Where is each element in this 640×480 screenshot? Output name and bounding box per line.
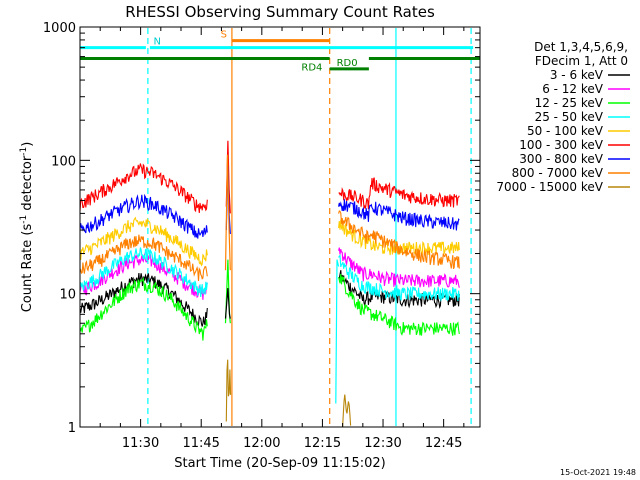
legend-label-9: 7000 - 15000 keV: [496, 180, 603, 194]
x-tick-label-12:30: 12:30: [364, 436, 401, 451]
series-7-trace-2: [338, 199, 460, 231]
legend: Det 1,3,4,5,6,9, FDecim 1, Att 0 3 - 6 k…: [496, 40, 630, 194]
series-6-trace-1: [79, 163, 208, 213]
chart-title: RHESSI Observing Summary Count Rates: [125, 3, 435, 21]
render-timestamp: 15-Oct-2021 19:48: [560, 468, 636, 477]
series-5-trace-1: [79, 216, 208, 267]
y-tick-label-1000: 1000: [43, 21, 76, 36]
series-2-trace-2: [338, 247, 460, 288]
series-6-trace-2: [338, 177, 460, 211]
flare-spike-5: [224, 288, 231, 319]
series-4-trace-2: [338, 254, 460, 302]
legend-label-8: 800 - 7000 keV: [512, 166, 604, 180]
series-3-trace-2: [338, 273, 460, 336]
legend-label-3: 12 - 25 keV: [535, 96, 604, 110]
series-9-trace-1: [225, 359, 232, 422]
series-8-trace-2: [338, 210, 460, 270]
x-tick-label-12:45: 12:45: [425, 436, 462, 451]
x-axis-label: Start Time (20-Sep-09 11:15:02): [174, 456, 385, 471]
flag-label-n: N: [154, 37, 161, 48]
series-9-trace-2: [342, 394, 352, 428]
series-3-trace-1: [79, 276, 208, 341]
series-8-trace-1: [79, 234, 208, 282]
x-tick-label-11:45: 11:45: [182, 436, 219, 451]
legend-label-7: 300 - 800 keV: [519, 152, 603, 166]
flare-spike-4: [224, 259, 231, 324]
y-axis-label: Count Rate (s-1 detector-1): [19, 142, 35, 313]
flare-spike-6: [335, 259, 340, 404]
x-axis-ticks: 11:30 11:45 12:00 12:15 12:30 12:45: [99, 27, 465, 451]
flag-label-rd0: RD0: [337, 58, 358, 69]
flag-label-rd4: RD4: [301, 63, 322, 74]
plot-area: N S RD4 RD0: [79, 28, 480, 428]
series-4-trace-1: [79, 247, 208, 298]
series-7-trace-1: [79, 193, 208, 239]
legend-header-line-2: FDecim 1, Att 0: [535, 54, 628, 68]
plot-frame: [79, 26, 481, 428]
flare-spike-3: [224, 154, 231, 271]
y-tick-label-10: 10: [59, 288, 76, 303]
legend-label-1: 3 - 6 keV: [550, 68, 604, 82]
y-tick-label-100: 100: [51, 154, 76, 169]
x-tick-label-12:00: 12:00: [243, 436, 280, 451]
legend-label-5: 50 - 100 keV: [527, 124, 604, 138]
x-tick-label-12:15: 12:15: [304, 436, 341, 451]
legend-label-4: 25 - 50 keV: [535, 110, 604, 124]
legend-label-2: 6 - 12 keV: [542, 82, 604, 96]
x-tick-label-11:30: 11:30: [122, 436, 159, 451]
flag-label-s: S: [221, 30, 227, 41]
y-axis-ticks: 1 10 100 1000: [43, 21, 480, 436]
legend-header-line-1: Det 1,3,4,5,6,9,: [534, 40, 628, 54]
legend-label-6: 100 - 300 keV: [519, 138, 603, 152]
y-tick-label-1: 1: [68, 421, 76, 436]
